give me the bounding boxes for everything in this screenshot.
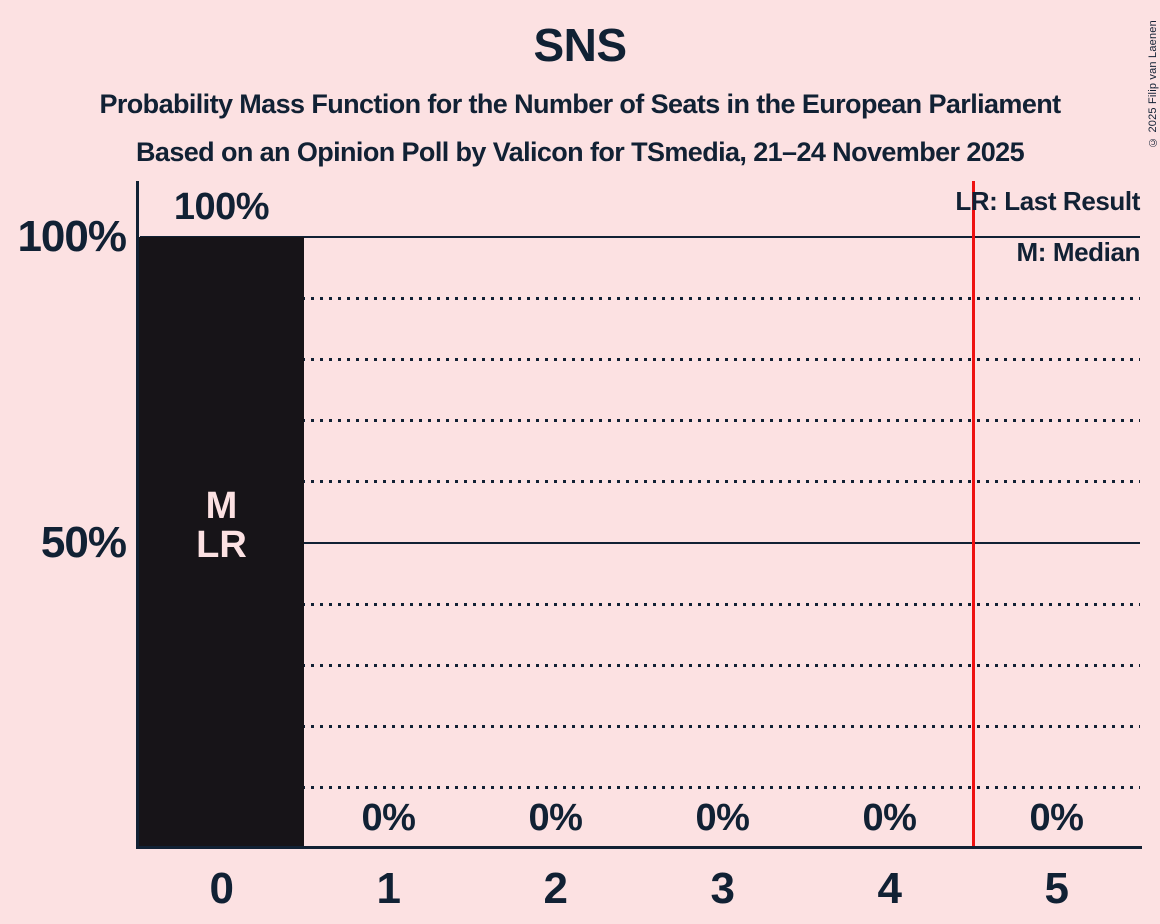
chart-subtitle-line2: Based on an Opinion Poll by Valicon for … bbox=[136, 137, 1025, 167]
gridline-solid-100pct bbox=[140, 236, 1140, 238]
gridline-solid-50pct bbox=[140, 541, 1140, 544]
y-tick-label-100pct: 100% bbox=[17, 212, 127, 261]
bar-annotation-median-lastresult: M LR bbox=[196, 484, 247, 566]
x-tick-label-4: 4 bbox=[877, 864, 902, 913]
gridline-dotted-40pct bbox=[140, 602, 1140, 606]
gridline-dotted-90pct bbox=[140, 297, 1140, 301]
gridline-dotted-80pct bbox=[140, 358, 1140, 362]
legend-median: M: Median bbox=[1016, 237, 1140, 267]
chart-title: SNS bbox=[533, 19, 627, 71]
x-tick-label-3: 3 bbox=[710, 864, 735, 913]
x-tick-label-1: 1 bbox=[376, 864, 401, 913]
gridline-dotted-20pct bbox=[140, 724, 1140, 728]
chart-subtitle-line1: Probability Mass Function for the Number… bbox=[99, 89, 1061, 119]
gridline-dotted-70pct bbox=[140, 419, 1140, 423]
legend-last-result: LR: Last Result bbox=[955, 186, 1140, 216]
y-tick-label-50pct: 50% bbox=[40, 517, 127, 567]
last-result-line bbox=[971, 181, 975, 846]
x-tick-label-0: 0 bbox=[209, 864, 234, 913]
bar-value-label-3: 0% bbox=[695, 797, 750, 839]
x-axis-line bbox=[136, 846, 1142, 849]
x-tick-label-5: 5 bbox=[1044, 864, 1069, 913]
y-axis-line bbox=[136, 181, 139, 848]
x-tick-label-2: 2 bbox=[543, 864, 568, 913]
bar-value-label-4: 0% bbox=[862, 797, 917, 839]
gridline-dotted-30pct bbox=[140, 663, 1140, 667]
gridline-dotted-10pct bbox=[140, 785, 1140, 789]
gridline-dotted-60pct bbox=[140, 480, 1140, 484]
bar-value-label-2: 0% bbox=[528, 797, 583, 839]
bar-value-label-1: 0% bbox=[361, 797, 416, 839]
bar-seats-0 bbox=[139, 237, 304, 848]
bar-value-label-5: 0% bbox=[1029, 797, 1084, 839]
bar-value-label-0: 100% bbox=[173, 186, 270, 228]
